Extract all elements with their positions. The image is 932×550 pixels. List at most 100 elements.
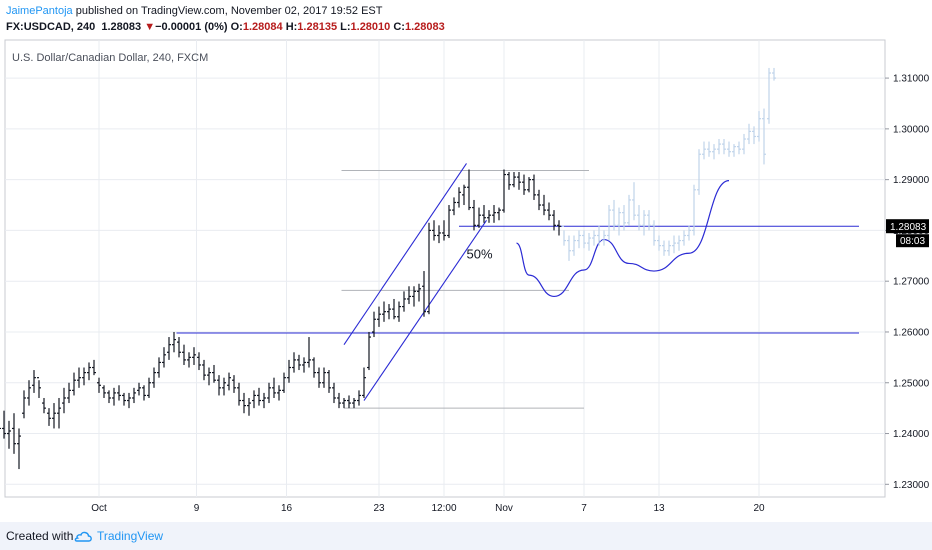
- grid: [5, 40, 885, 497]
- open-value: 1.28084: [242, 21, 283, 33]
- projected-bar: [612, 199, 616, 231]
- ohlc-bar: [482, 205, 486, 223]
- ohlc-bar: [122, 392, 126, 406]
- ohlc-bar: [442, 220, 446, 241]
- projected-bar: [637, 205, 641, 231]
- ohlc-bar: [187, 352, 191, 368]
- projected-bar: [697, 149, 701, 195]
- ohlc-bar: [127, 392, 131, 409]
- ohlc-bar: [47, 408, 51, 426]
- ohlc-bar: [437, 225, 441, 244]
- ohlc-bar: [237, 382, 241, 406]
- ohlc-bar: [282, 372, 286, 393]
- ohlc-bar: [322, 367, 326, 388]
- projected-bar: [752, 126, 756, 145]
- ohlc-bar: [212, 364, 216, 383]
- ohlc-bar: [162, 347, 166, 368]
- chart-header: JaimePantoja published on TradingView.co…: [0, 0, 932, 40]
- price-chart[interactable]: 50% U.S. Dollar/Canadian Dollar, 240, FX…: [0, 0, 932, 522]
- quote-line: FX:USDCAD, 240 1.28083 ▼−0.00001 (0%) O:…: [6, 21, 445, 33]
- projected-bar: [747, 123, 751, 145]
- tradingview-link[interactable]: TradingView: [97, 529, 164, 543]
- projected-bar: [717, 139, 721, 155]
- ohlc-bar: [517, 172, 521, 190]
- ohlc-bar: [107, 390, 111, 404]
- ohlc-bar: [372, 311, 376, 338]
- ohlc-bar: [287, 359, 291, 383]
- ohlc-bar: [462, 184, 466, 206]
- ohlc-bar: [57, 397, 61, 429]
- ohlc-bar: [112, 387, 116, 406]
- projected-bar: [767, 67, 771, 124]
- projection-curve: [516, 238, 605, 298]
- tradingview-cloud-icon: [74, 531, 92, 542]
- time-tick-label: Oct: [91, 503, 107, 514]
- ohlc-bar: [362, 367, 366, 398]
- ohlc-bar: [262, 392, 266, 409]
- time-tick-label: 12:00: [431, 503, 456, 514]
- ohlc-bar: [167, 337, 171, 360]
- ohlc-bar: [217, 375, 221, 396]
- projected-bar: [662, 240, 666, 256]
- ohlc-bar: [32, 370, 36, 393]
- ohlc-bar: [367, 331, 371, 371]
- ohlc-bar: [342, 397, 346, 409]
- ohlc-bar: [257, 387, 261, 406]
- ohlc-bar: [432, 220, 436, 241]
- ohlc-bar: [252, 390, 256, 409]
- ohlc-bar: [232, 375, 236, 393]
- projected-bar: [587, 232, 591, 251]
- price-tick-label: 1.31000: [893, 74, 930, 85]
- time-tick-label: 16: [281, 503, 293, 514]
- ohlc-bar: [377, 306, 381, 327]
- time-tick-label: 20: [753, 503, 765, 514]
- projection-curve: [603, 180, 730, 272]
- high-value: 1.28135: [297, 21, 338, 33]
- price-axis[interactable]: 1.23000 1.24000 1.25000 1.26000 1.27000 1.280…: [885, 74, 930, 491]
- projected-bar: [757, 111, 761, 142]
- plot-area[interactable]: [4, 39, 886, 498]
- ohlc-bar: [227, 372, 231, 391]
- drawings: 50%: [176, 163, 859, 409]
- ohlc-bar: [502, 169, 506, 213]
- created-with-text: Created with: [6, 529, 74, 543]
- ohlc-bar: [557, 220, 561, 236]
- projected-bar: [572, 235, 576, 256]
- ohlc-bar: [312, 357, 316, 378]
- ohlc-bar: [12, 413, 16, 454]
- projected-bar: [592, 230, 596, 246]
- fib-50-label: 50%: [467, 246, 493, 261]
- ohlc-bar: [552, 210, 556, 231]
- price-tick-label: 1.27000: [893, 277, 930, 288]
- ohlc-bar: [512, 172, 516, 188]
- projected-bar: [582, 230, 586, 249]
- price-tick-label: 1.25000: [893, 378, 930, 389]
- ohlc-bar: [427, 222, 431, 315]
- projected-bar: [722, 139, 726, 155]
- projected-bar: [672, 235, 676, 254]
- ohlc-bar: [177, 337, 181, 358]
- ohlc-bar: [77, 367, 81, 388]
- ohlc-bar: [97, 377, 101, 393]
- low-value: 1.28010: [350, 21, 391, 33]
- footer: Created with TradingView: [0, 522, 932, 550]
- ohlc-bar: [242, 392, 246, 414]
- ohlc-bar: [477, 207, 481, 228]
- ohlc-bar: [192, 347, 196, 365]
- close-value: 1.28083: [404, 21, 445, 33]
- projected-bar: [732, 144, 736, 157]
- ohlc-bar: [147, 377, 151, 398]
- author-link[interactable]: JaimePantoja: [6, 5, 73, 17]
- price-tick-label: 1.29000: [893, 175, 930, 186]
- projected-bar: [622, 205, 626, 231]
- trend-line: [343, 163, 467, 345]
- down-arrow-icon: ▼: [144, 21, 156, 33]
- projected-bar: [712, 144, 716, 160]
- price-tick-label: 1.26000: [893, 327, 930, 338]
- ohlc-bar: [2, 410, 6, 439]
- time-tick-label: 13: [653, 503, 665, 514]
- projected-bar: [772, 67, 776, 81]
- projected-bar: [742, 133, 746, 155]
- open-label: O:: [230, 21, 243, 33]
